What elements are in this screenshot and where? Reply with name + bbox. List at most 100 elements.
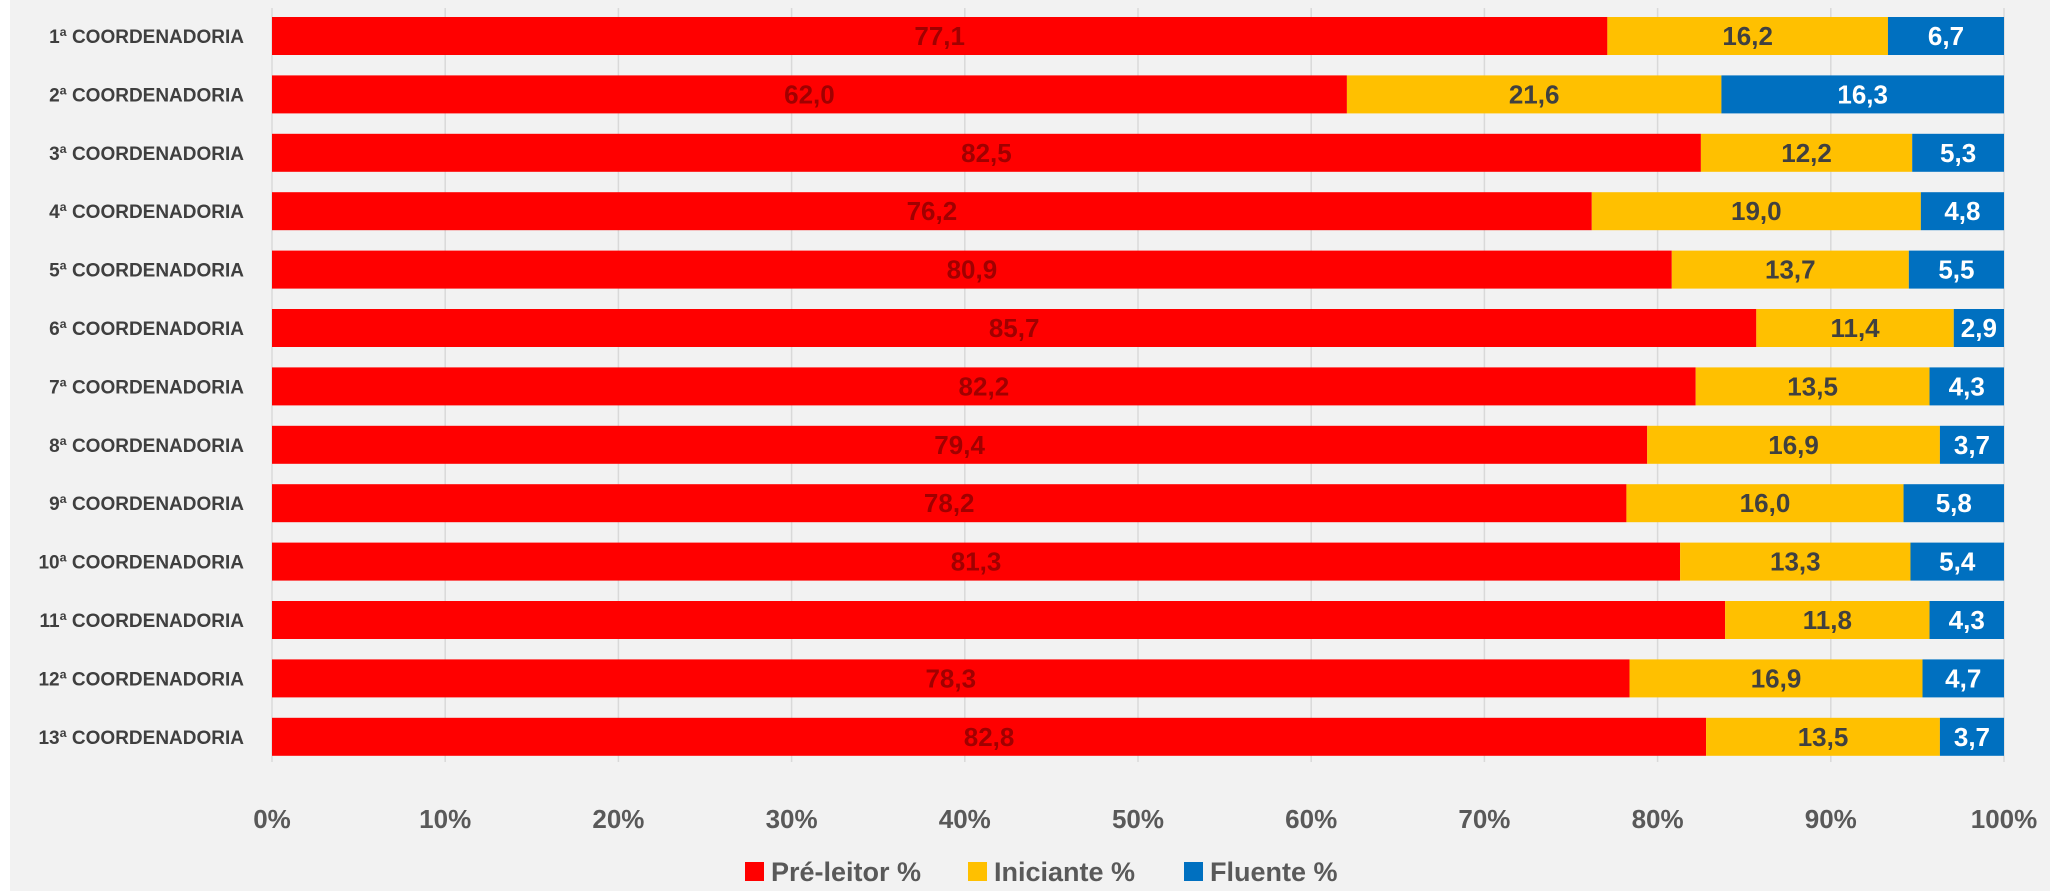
x-tick-label: 30% — [766, 804, 818, 834]
legend-label: Iniciante % — [994, 857, 1135, 887]
x-axis-ticks: 0% 10% 20% 30% 40% 50% 60% 70% 80% 90% 100% — [253, 804, 2037, 834]
bar-segment — [272, 17, 1608, 55]
x-tick-label: 50% — [1112, 804, 1164, 834]
bar-segment — [1910, 542, 2004, 581]
x-tick-label: 60% — [1285, 804, 1337, 834]
data-label: 80,9 — [947, 255, 998, 285]
bar-segment — [1939, 425, 2004, 464]
bar-segment — [272, 601, 1726, 639]
bar-segment — [272, 75, 1347, 114]
legend-swatch — [745, 862, 764, 881]
data-label: 16,3 — [1837, 79, 1888, 109]
bar-segment — [1908, 250, 2004, 289]
bar-segment — [1626, 484, 1904, 523]
data-label: 11,8 — [1803, 605, 1852, 635]
category-label: 2ª COORDENADORIA — [49, 85, 244, 106]
category-label: 7ª COORDENADORIA — [49, 377, 244, 398]
bar-segment — [1922, 659, 2004, 698]
data-labels: 77,1 16,2 6,7 62,0 21,6 16,3 82,5 12,2 5,3 76,2 19… — [784, 21, 1997, 752]
data-label: 16,2 — [1722, 21, 1773, 51]
bar-segment — [272, 484, 1627, 523]
x-tick-label: 70% — [1458, 804, 1510, 834]
data-label: 82,8 — [964, 722, 1015, 752]
bar-segment — [1629, 659, 1923, 698]
x-tick-label: 100% — [1971, 804, 2038, 834]
legend-label: Pré-leitor % — [771, 857, 921, 887]
data-label: 78,2 — [924, 488, 975, 518]
x-tick-label: 0% — [253, 804, 291, 834]
data-label: 82,2 — [959, 371, 1010, 401]
legend-swatch — [968, 862, 987, 881]
legend-label: Fluente % — [1210, 857, 1338, 887]
bar-segment — [1607, 17, 1888, 55]
bar-segment — [272, 133, 1701, 172]
bar-segment — [1903, 484, 2004, 523]
bar-segment — [1929, 367, 2004, 406]
category-label: 10ª COORDENADORIA — [38, 553, 244, 574]
bar-segment — [272, 425, 1648, 464]
category-label: 11ª COORDENADORIA — [40, 611, 245, 632]
bar-segment — [1695, 367, 1930, 406]
data-label: 5,3 — [1940, 138, 1976, 168]
x-tick-label: 20% — [592, 804, 644, 834]
bar-segment — [1953, 309, 2004, 347]
data-label: 4,8 — [1944, 196, 1980, 226]
data-label: 5,5 — [1938, 255, 1974, 285]
data-label: 78,3 — [925, 663, 976, 693]
data-label: 3,7 — [1954, 430, 1990, 460]
data-label: 4,3 — [1949, 605, 1985, 635]
data-label: 5,4 — [1939, 547, 1976, 577]
legend-swatch — [1184, 862, 1203, 881]
x-tick-label: 40% — [939, 804, 991, 834]
bar-segment — [1929, 601, 2004, 639]
bar-segment — [1725, 601, 1930, 639]
data-label: 4,7 — [1945, 663, 1981, 693]
x-tick-label: 90% — [1805, 804, 1857, 834]
data-label: 13,5 — [1798, 722, 1849, 752]
bar-segment — [272, 367, 1696, 406]
bar-segment — [272, 309, 1757, 347]
category-label: 1ª COORDENADORIA — [49, 27, 244, 48]
bar-segment — [1700, 133, 1913, 172]
data-label: 76,2 — [907, 196, 958, 226]
data-label: 13,5 — [1787, 371, 1838, 401]
bar-segment — [1647, 425, 1940, 464]
category-label: 3ª COORDENADORIA — [49, 144, 244, 165]
bar-segment — [1920, 192, 2004, 231]
bar-segment — [1721, 75, 2004, 114]
data-label: 19,0 — [1731, 196, 1782, 226]
bar-segment — [1591, 192, 1921, 231]
bar-segment — [272, 659, 1630, 698]
data-label: 16,0 — [1740, 488, 1791, 518]
data-label: 4,3 — [1949, 371, 1985, 401]
category-label: 4ª COORDENADORIA — [49, 202, 244, 223]
data-label: 16,9 — [1768, 430, 1819, 460]
category-label: 12ª COORDENADORIA — [38, 669, 244, 690]
data-label: 81,3 — [951, 547, 1002, 577]
bars — [272, 17, 2004, 756]
data-label: 3,7 — [1954, 722, 1990, 752]
data-label: 62,0 — [784, 79, 835, 109]
data-label: 82,5 — [961, 138, 1012, 168]
data-label: 77,1 — [914, 21, 965, 51]
bar-segment — [1680, 542, 1911, 581]
x-tick-label: 10% — [419, 804, 471, 834]
bar-segment — [272, 192, 1592, 231]
category-label: 9ª COORDENADORIA — [49, 494, 244, 515]
bar-segment — [1912, 133, 2004, 172]
data-label: 11,4 — [1830, 313, 1880, 343]
data-label: 21,6 — [1509, 79, 1560, 109]
bar-segment — [1346, 75, 1722, 114]
bar-segment — [272, 542, 1681, 581]
category-label: 13ª COORDENADORIA — [38, 728, 244, 749]
data-label: 79,4 — [934, 430, 985, 460]
category-label: 8ª COORDENADORIA — [49, 436, 244, 457]
bar-segment — [1671, 250, 1909, 289]
category-label: 5ª COORDENADORIA — [49, 261, 244, 282]
data-label: 6,7 — [1928, 21, 1964, 51]
data-label: 13,7 — [1765, 255, 1816, 285]
data-label: 13,3 — [1770, 547, 1821, 577]
data-label: 16,9 — [1751, 663, 1802, 693]
